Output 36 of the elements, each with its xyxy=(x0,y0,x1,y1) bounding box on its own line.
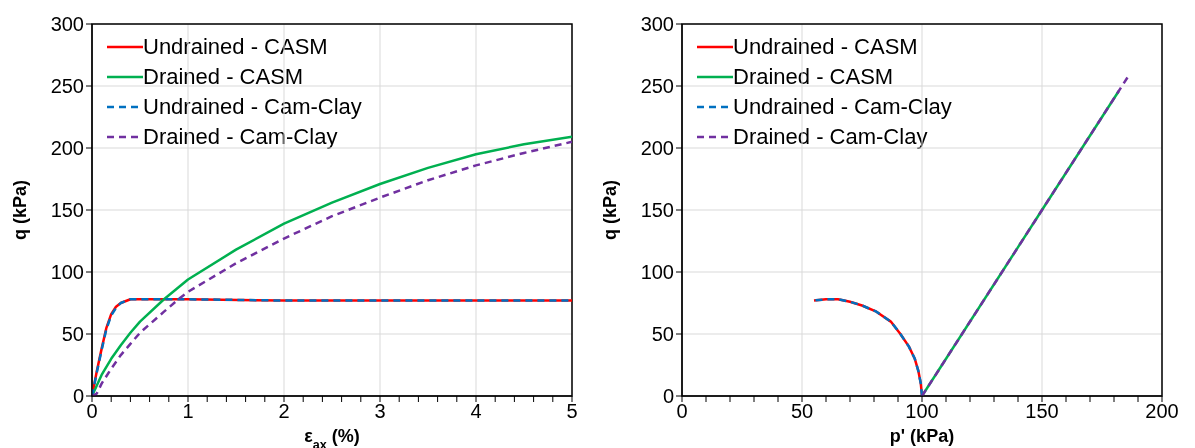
x-tick-label: 1 xyxy=(182,400,194,423)
y-tick-label: 250 xyxy=(50,75,84,98)
x-tick-label: 5 xyxy=(566,400,578,423)
legend-label: Drained - Cam-Clay xyxy=(143,124,338,150)
x-tick-label: 4 xyxy=(470,400,482,423)
legend-label: Drained - CASM xyxy=(143,64,304,90)
x-axis-title: p' (kPa) xyxy=(889,426,955,446)
y-tick-label: 100 xyxy=(640,261,674,284)
legend-label: Drained - CASM xyxy=(733,64,894,90)
x-tick-label: 150 xyxy=(1025,400,1059,423)
y-tick-label: 200 xyxy=(640,137,674,160)
y-tick-label: 150 xyxy=(50,199,84,222)
y-axis-title: q (kPa) xyxy=(600,179,620,241)
legend-label: Undrained - CASM xyxy=(143,34,328,60)
y-tick-label: 300 xyxy=(640,13,674,36)
x-tick-label: 2 xyxy=(278,400,290,423)
y-tick-label: 250 xyxy=(640,75,674,98)
y-tick-label: 50 xyxy=(651,323,674,346)
x-tick-label: 0 xyxy=(86,400,98,423)
legend-label: Undrained - CASM xyxy=(733,34,918,60)
y-tick-label: 100 xyxy=(50,261,84,284)
y-tick-label: 300 xyxy=(50,13,84,36)
y-tick-label: 0 xyxy=(72,385,84,408)
x-tick-label: 0 xyxy=(676,400,688,423)
x-tick-label: 50 xyxy=(790,400,814,423)
y-tick-label: 50 xyxy=(61,323,84,346)
y-tick-label: 200 xyxy=(50,137,84,160)
legend-label: Drained - Cam-Clay xyxy=(733,124,928,150)
x-tick-label: 3 xyxy=(374,400,386,423)
y-axis-title: q (kPa) xyxy=(10,179,30,241)
x-tick-label: 100 xyxy=(905,400,939,423)
x-tick-label: 200 xyxy=(1145,400,1179,423)
legend-label: Undrained - Cam-Clay xyxy=(143,94,362,120)
legend-label: Undrained - Cam-Clay xyxy=(733,94,952,120)
y-tick-label: 150 xyxy=(640,199,674,222)
y-tick-label: 0 xyxy=(662,385,674,408)
